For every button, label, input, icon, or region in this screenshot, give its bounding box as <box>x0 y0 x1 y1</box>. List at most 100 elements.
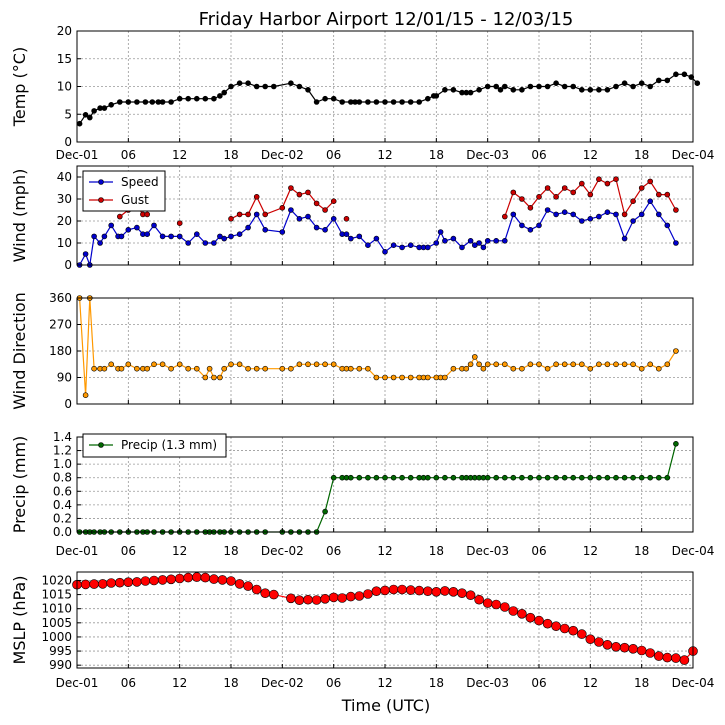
data-point-temp <box>194 95 200 102</box>
data-point-speed <box>211 240 217 246</box>
data-point-mslp <box>662 652 673 663</box>
data-point-dir <box>450 365 457 372</box>
data-point-speed <box>82 251 89 257</box>
data-point-temp <box>407 99 414 105</box>
data-point-speed <box>262 227 269 233</box>
data-point-gust <box>587 191 594 198</box>
data-point-precip-1-3-mm- <box>501 474 508 481</box>
data-point-precip-1-3-mm- <box>621 474 628 481</box>
data-point-speed <box>536 222 542 229</box>
data-point-temp <box>202 95 209 102</box>
legend-label: Gust <box>121 193 149 207</box>
data-point-mslp <box>311 595 322 605</box>
data-point-mslp <box>286 593 296 604</box>
data-point-temp <box>330 95 337 102</box>
data-point-speed <box>493 238 500 244</box>
data-point-dir <box>493 361 500 368</box>
x-tick-label: 12 <box>377 544 392 558</box>
data-point-temp <box>382 99 388 105</box>
data-point-speed <box>168 233 174 240</box>
data-point-speed <box>450 235 457 242</box>
data-point-temp <box>493 83 500 90</box>
data-point-mslp <box>123 577 134 588</box>
data-point-temp <box>647 83 654 90</box>
data-point-mslp <box>115 577 125 588</box>
data-point-precip-1-3-mm- <box>613 474 619 481</box>
data-point-temp <box>561 83 568 90</box>
data-point-precip-1-3-mm- <box>442 474 448 481</box>
y-tick-label: 0 <box>64 135 72 149</box>
data-point-dir <box>296 361 303 368</box>
x-tick-label: 06 <box>531 544 546 558</box>
data-point-gust <box>288 185 294 191</box>
data-point-temp <box>527 83 534 90</box>
data-point-mslp <box>328 592 339 603</box>
data-point-mslp <box>260 588 271 599</box>
data-point-mslp <box>157 575 168 585</box>
data-point-dir <box>118 365 125 372</box>
x-tick-label: 06 <box>531 148 546 162</box>
data-point-mslp <box>542 618 553 629</box>
x-tick-label: 06 <box>326 676 341 690</box>
data-point-gust <box>330 198 337 204</box>
x-tick-label: Dec-01 <box>56 148 99 162</box>
data-point-mslp <box>465 590 476 601</box>
data-point-speed <box>228 233 234 240</box>
data-point-temp <box>217 93 223 99</box>
data-point-precip-1-3-mm- <box>399 474 405 481</box>
data-point-speed <box>638 211 645 218</box>
data-point-precip-1-3-mm- <box>484 474 491 481</box>
data-point-precip-1-3-mm- <box>373 474 380 481</box>
data-point-dir <box>236 361 243 368</box>
data-point-mslp <box>405 585 416 595</box>
y-tick-label: 1010 <box>41 602 72 616</box>
data-point-speed <box>484 238 491 244</box>
data-point-dir <box>382 374 388 381</box>
data-point-mslp <box>303 594 313 605</box>
series-line-dir <box>79 297 677 396</box>
data-point-dir <box>536 361 542 368</box>
data-point-dir <box>159 361 166 368</box>
data-point-mslp <box>619 642 630 653</box>
data-point-temp <box>339 99 346 105</box>
data-point-dir <box>570 361 577 368</box>
data-point-temp <box>476 87 482 93</box>
data-point-mslp <box>149 575 159 586</box>
data-point-dir <box>655 365 662 372</box>
y-tick-label: 1020 <box>41 573 72 587</box>
data-point-dir <box>322 361 328 368</box>
data-point-mslp <box>602 639 613 650</box>
data-point-precip-1-3-mm- <box>536 474 542 481</box>
panel-temp: 0 5 10 15 20 Dec-01 06 12 18 Dec-02 06 12 18 Dec-03 06… <box>10 24 714 162</box>
data-point-precip-1-3-mm- <box>604 474 611 481</box>
x-tick-label: 06 <box>326 544 341 558</box>
data-point-dir <box>91 365 97 372</box>
data-point-gust <box>527 205 534 211</box>
legend-box <box>82 433 227 458</box>
y-tick-label: 1000 <box>41 630 72 644</box>
data-point-speed <box>253 211 260 218</box>
data-point-temp <box>681 71 688 78</box>
data-point-mslp <box>534 615 544 626</box>
data-point-dir <box>424 374 431 381</box>
x-tick-label: Dec-04 <box>672 544 715 558</box>
x-tick-label: 06 <box>326 148 341 162</box>
data-point-gust <box>236 211 243 218</box>
data-point-speed <box>217 233 223 240</box>
data-point-speed <box>519 222 525 229</box>
data-point-mslp <box>568 625 579 636</box>
data-point-mslp <box>243 581 253 591</box>
y-axis-title-temp: Temp (°C) <box>10 47 29 127</box>
data-point-speed <box>561 209 568 215</box>
data-point-speed <box>596 213 602 220</box>
data-point-temp <box>228 83 234 90</box>
data-point-precip-1-3-mm- <box>664 474 671 481</box>
data-point-temp <box>544 83 551 90</box>
data-point-temp <box>365 99 371 105</box>
data-point-temp <box>442 87 448 93</box>
data-point-dir <box>544 365 551 372</box>
data-point-precip-1-3-mm- <box>519 474 525 481</box>
data-point-temp <box>536 83 542 90</box>
data-point-speed <box>356 233 363 240</box>
data-point-speed <box>480 244 487 251</box>
